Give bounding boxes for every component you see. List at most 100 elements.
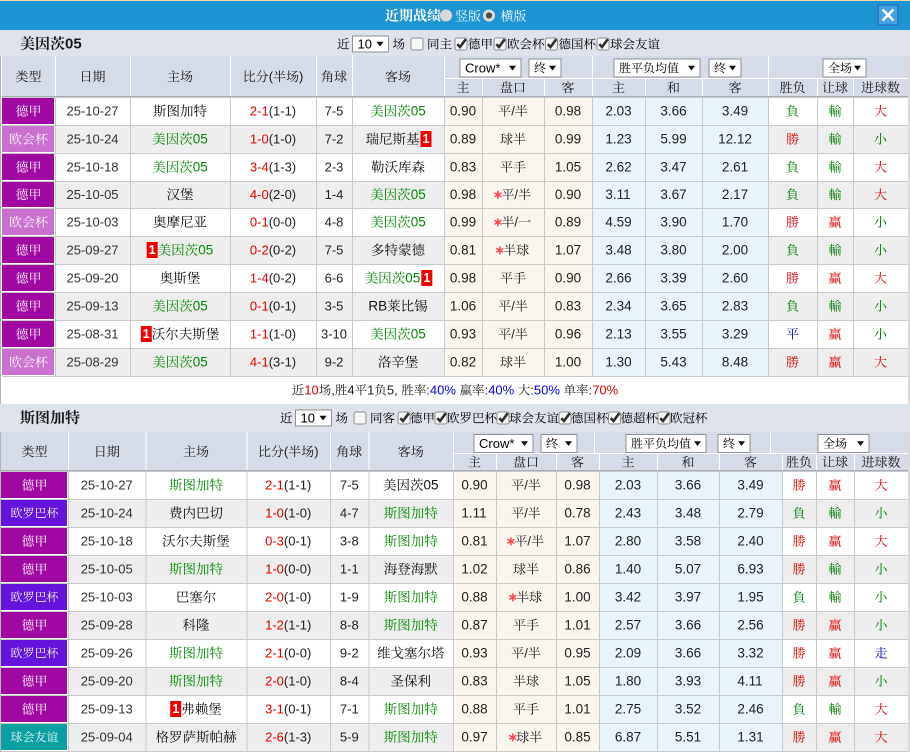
- svg-text:): ): [299, 69, 303, 84]
- svg-text:05: 05: [411, 187, 426, 202]
- svg-text:1.07: 1.07: [555, 243, 581, 258]
- svg-text:1.01: 1.01: [564, 702, 590, 717]
- svg-text:1-9: 1-9: [340, 590, 359, 605]
- svg-text:0.83: 0.83: [555, 299, 581, 314]
- svg-text:3.47: 3.47: [660, 160, 686, 175]
- svg-text:0.99: 0.99: [555, 132, 581, 147]
- svg-text:1-4: 1-4: [250, 271, 269, 286]
- svg-text::: :: [485, 383, 489, 398]
- svg-text:10: 10: [358, 37, 372, 52]
- svg-text:2.60: 2.60: [722, 271, 748, 286]
- svg-text:5.07: 5.07: [675, 562, 701, 577]
- svg-text:2.43: 2.43: [615, 506, 641, 521]
- svg-text:3.67: 3.67: [660, 187, 686, 202]
- svg-text:0.90: 0.90: [555, 187, 581, 202]
- svg-text:70%: 70%: [592, 383, 618, 398]
- svg-text:7-5: 7-5: [325, 104, 344, 119]
- svg-text:0.81: 0.81: [461, 534, 487, 549]
- svg-text:25-09-20: 25-09-20: [81, 674, 133, 689]
- svg-text:3.42: 3.42: [615, 590, 641, 605]
- svg-text:/: /: [514, 187, 518, 202]
- svg-text:0.86: 0.86: [564, 562, 590, 577]
- svg-text::: :: [530, 383, 534, 398]
- svg-text:4-7: 4-7: [340, 506, 359, 521]
- svg-text:(1-0): (1-0): [284, 674, 311, 689]
- svg-text:10: 10: [301, 411, 315, 426]
- svg-text:1-4: 1-4: [325, 187, 344, 202]
- svg-text:25-10-27: 25-10-27: [81, 478, 133, 493]
- svg-text:1-1: 1-1: [340, 562, 359, 577]
- svg-text:25-09-26: 25-09-26: [81, 646, 133, 661]
- svg-text:3.93: 3.93: [675, 674, 701, 689]
- svg-text:1: 1: [423, 132, 430, 146]
- svg-text:1.40: 1.40: [615, 562, 641, 577]
- svg-text:0.98: 0.98: [564, 478, 590, 493]
- svg-text:2.03: 2.03: [605, 104, 631, 119]
- svg-text:2.34: 2.34: [605, 299, 632, 314]
- svg-text:(0-1): (0-1): [269, 299, 296, 314]
- svg-text:1-0: 1-0: [265, 506, 284, 521]
- svg-text:05: 05: [193, 299, 208, 314]
- svg-text:(1-0): (1-0): [269, 327, 296, 342]
- svg-text:/: /: [511, 104, 515, 119]
- svg-text:1.00: 1.00: [555, 355, 581, 370]
- svg-text:25-09-04: 25-09-04: [81, 730, 133, 745]
- svg-text:1: 1: [423, 271, 430, 285]
- svg-text:25-10-05: 25-10-05: [67, 187, 119, 202]
- svg-text:6-6: 6-6: [325, 271, 344, 286]
- svg-text:2.79: 2.79: [737, 506, 763, 521]
- svg-text:0.93: 0.93: [461, 646, 487, 661]
- svg-text:3-10: 3-10: [321, 327, 347, 342]
- svg-text:0.90: 0.90: [555, 271, 581, 286]
- svg-text:2.83: 2.83: [722, 299, 748, 314]
- svg-text:0.81: 0.81: [450, 243, 476, 258]
- svg-text:0.90: 0.90: [450, 104, 476, 119]
- svg-text:0.96: 0.96: [555, 327, 581, 342]
- svg-text:3-4: 3-4: [250, 160, 269, 175]
- svg-text:0.87: 0.87: [461, 618, 487, 633]
- svg-text:(1-1): (1-1): [269, 104, 296, 119]
- svg-text:25-10-27: 25-10-27: [67, 104, 119, 119]
- svg-text:2-1: 2-1: [250, 104, 269, 119]
- svg-text:1-0: 1-0: [250, 132, 269, 147]
- svg-text:(1-1): (1-1): [284, 478, 311, 493]
- svg-text:2.80: 2.80: [615, 534, 641, 549]
- svg-text:1.23: 1.23: [605, 132, 631, 147]
- svg-text:/: /: [511, 299, 515, 314]
- svg-text:3-5: 3-5: [325, 299, 344, 314]
- svg-text:1.70: 1.70: [722, 215, 748, 230]
- svg-text:Crow*: Crow*: [465, 61, 500, 76]
- svg-text:9-2: 9-2: [325, 355, 344, 370]
- svg-text:2.61: 2.61: [722, 160, 748, 175]
- svg-text:25-10-24: 25-10-24: [67, 132, 119, 147]
- svg-text:2.56: 2.56: [737, 618, 763, 633]
- svg-text:(1-3): (1-3): [284, 730, 311, 745]
- svg-text:05: 05: [193, 160, 208, 175]
- svg-text:(1-0): (1-0): [284, 506, 311, 521]
- svg-text:25-10-18: 25-10-18: [81, 534, 133, 549]
- svg-text:05: 05: [193, 355, 208, 370]
- svg-text:1.80: 1.80: [615, 674, 641, 689]
- svg-text:05: 05: [424, 478, 439, 493]
- svg-text:0.82: 0.82: [450, 355, 476, 370]
- svg-text:05: 05: [405, 271, 420, 286]
- svg-text:1: 1: [172, 702, 179, 716]
- svg-text:1.31: 1.31: [737, 730, 763, 745]
- svg-text:25-09-13: 25-09-13: [81, 702, 133, 717]
- svg-text:3.11: 3.11: [605, 187, 630, 202]
- svg-text:RB: RB: [368, 299, 387, 314]
- svg-text:3.97: 3.97: [675, 590, 701, 605]
- svg-text:1-1: 1-1: [250, 327, 269, 342]
- svg-text:6.87: 6.87: [615, 730, 641, 745]
- svg-text:3.48: 3.48: [675, 506, 701, 521]
- svg-text:05: 05: [193, 132, 208, 147]
- svg-text:0.90: 0.90: [461, 478, 487, 493]
- svg-text:50%: 50%: [534, 383, 560, 398]
- svg-text:(0-0): (0-0): [284, 646, 311, 661]
- svg-text:/: /: [511, 327, 515, 342]
- svg-text:(3-1): (3-1): [269, 355, 296, 370]
- svg-text:25-09-13: 25-09-13: [67, 299, 119, 314]
- svg-text::: :: [589, 383, 593, 398]
- svg-text:4.11: 4.11: [737, 674, 762, 689]
- svg-text:25-09-28: 25-09-28: [81, 618, 133, 633]
